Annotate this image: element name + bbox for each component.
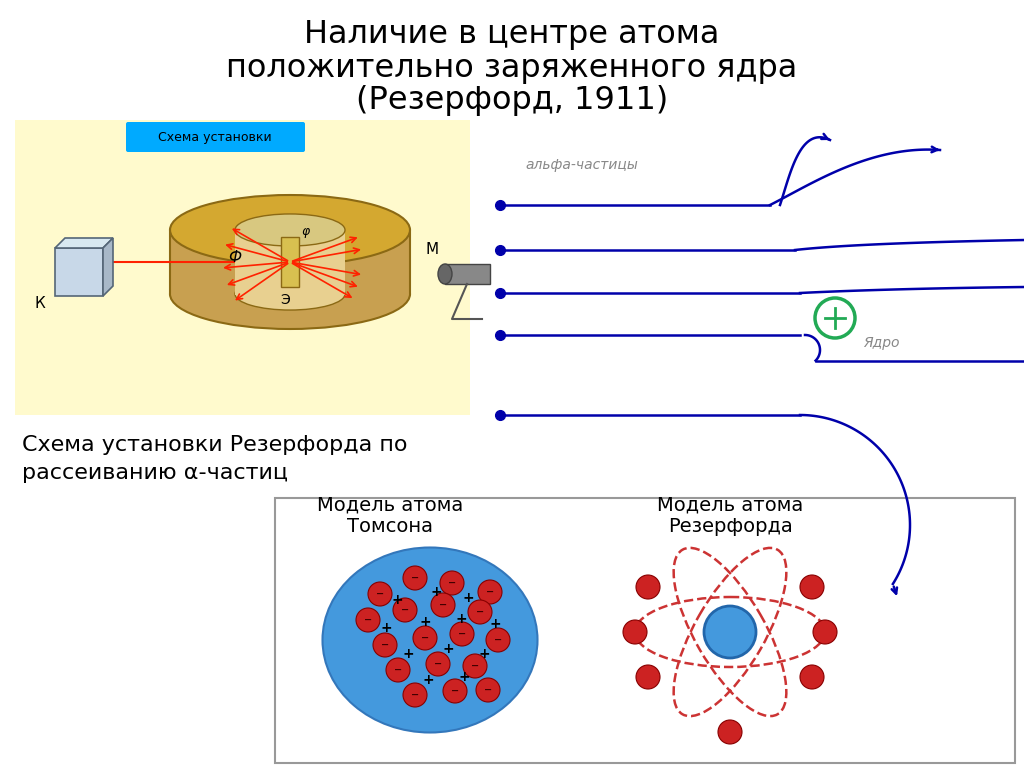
Text: +: + [456, 612, 467, 626]
Ellipse shape [323, 548, 538, 732]
Text: −: − [364, 615, 372, 625]
Text: Ф: Ф [228, 249, 242, 265]
Text: +: + [422, 673, 434, 687]
Bar [234, 230, 345, 295]
Text: −: − [376, 589, 384, 599]
Circle shape [813, 620, 837, 644]
Circle shape [431, 593, 455, 617]
Circle shape [636, 665, 660, 689]
Text: −: − [484, 685, 493, 695]
Text: −: − [439, 600, 447, 610]
Text: −: − [411, 573, 419, 583]
Circle shape [393, 598, 417, 622]
Text: (Резерфорд, 1911): (Резерфорд, 1911) [356, 85, 668, 117]
Polygon shape [103, 238, 113, 296]
Text: −: − [494, 635, 502, 645]
Text: +: + [430, 585, 441, 599]
Circle shape [815, 298, 855, 338]
Text: −: − [394, 665, 402, 675]
Circle shape [440, 571, 464, 595]
Polygon shape [55, 238, 113, 248]
Circle shape [403, 683, 427, 707]
Circle shape [636, 575, 660, 599]
Circle shape [386, 658, 410, 682]
Text: Модель атома
Резерфорда: Модель атома Резерфорда [656, 495, 803, 536]
FancyBboxPatch shape [275, 498, 1015, 763]
Ellipse shape [234, 278, 345, 310]
Ellipse shape [234, 214, 345, 246]
Text: Э: Э [281, 293, 290, 307]
Text: −: − [447, 578, 456, 588]
Text: +: + [489, 617, 501, 631]
Circle shape [623, 620, 647, 644]
Text: +: + [391, 593, 402, 607]
Text: −: − [381, 640, 389, 650]
Ellipse shape [170, 259, 410, 329]
Circle shape [478, 580, 502, 604]
Circle shape [356, 608, 380, 632]
Text: +: + [380, 621, 392, 635]
Text: +: + [478, 647, 489, 661]
Text: +: + [442, 642, 454, 656]
Bar [170, 230, 410, 295]
Text: рассеиванию α-частиц: рассеиванию α-частиц [22, 463, 288, 483]
Text: +: + [402, 647, 414, 661]
Text: Ядро: Ядро [863, 336, 899, 350]
Text: −: − [434, 659, 442, 669]
Text: Схема установки Резерфорда по: Схема установки Резерфорда по [22, 435, 408, 455]
Bar [55, 248, 103, 296]
Text: −: − [458, 629, 466, 639]
Text: Модель атома
Томсона: Модель атома Томсона [316, 495, 463, 536]
Text: М: М [425, 242, 438, 258]
Circle shape [705, 606, 756, 658]
Text: альфа-частицы: альфа-частицы [525, 158, 638, 172]
Ellipse shape [170, 195, 410, 265]
FancyBboxPatch shape [15, 120, 470, 415]
Circle shape [368, 582, 392, 606]
Circle shape [450, 622, 474, 646]
Circle shape [476, 678, 500, 702]
Circle shape [426, 652, 450, 676]
Text: +: + [419, 615, 431, 629]
Ellipse shape [438, 264, 452, 284]
Text: +: + [458, 670, 470, 684]
Circle shape [443, 679, 467, 703]
Text: φ: φ [302, 225, 310, 239]
Circle shape [718, 720, 742, 744]
Circle shape [486, 628, 510, 652]
Circle shape [403, 566, 427, 590]
Text: −: − [471, 661, 479, 671]
Text: −: − [451, 686, 459, 696]
Circle shape [413, 626, 437, 650]
Text: Наличие в центре атома: Наличие в центре атома [304, 19, 720, 51]
Bar [445, 264, 490, 284]
Circle shape [373, 633, 397, 657]
Text: −: − [401, 605, 409, 615]
Text: Схема установки: Схема установки [158, 130, 271, 143]
Text: положительно заряженного ядра: положительно заряженного ядра [226, 52, 798, 84]
Circle shape [800, 665, 824, 689]
Text: −: − [421, 633, 429, 643]
Bar [281, 237, 299, 287]
FancyBboxPatch shape [126, 122, 305, 152]
Text: −: − [486, 587, 494, 597]
Text: К: К [35, 295, 45, 311]
Circle shape [800, 575, 824, 599]
Text: −: − [411, 690, 419, 700]
Circle shape [463, 654, 487, 678]
Circle shape [468, 600, 492, 624]
Text: +: + [462, 591, 474, 605]
Text: −: − [476, 607, 484, 617]
